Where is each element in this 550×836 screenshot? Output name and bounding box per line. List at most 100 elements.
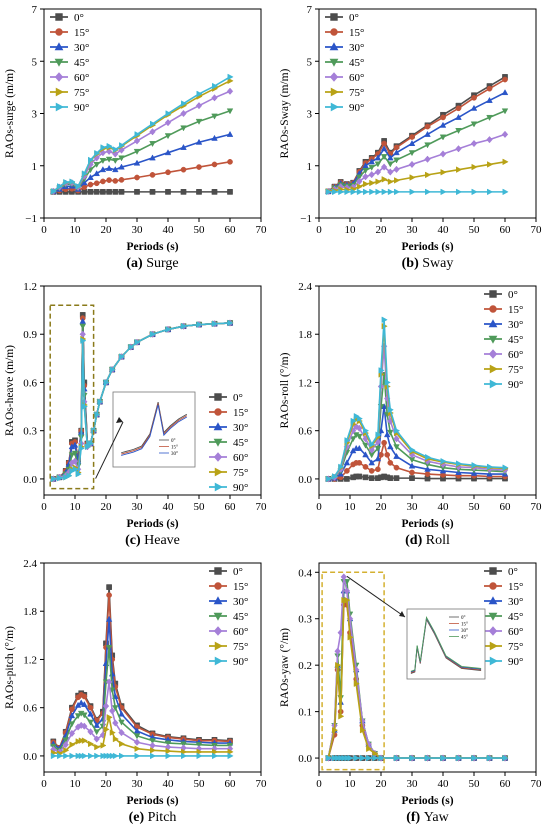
inset-frame (112, 391, 196, 468)
y-tick-label: −1 (300, 213, 312, 225)
x-tick-label: 50 (469, 224, 481, 236)
zoom-arrow-line (95, 421, 124, 479)
data-point (356, 433, 363, 440)
data-point (378, 367, 385, 374)
x-tick-label: 30 (132, 224, 144, 236)
data-point (486, 96, 493, 103)
data-point (212, 748, 219, 756)
data-point (227, 752, 234, 760)
legend-label: 60° (508, 626, 523, 638)
data-point (368, 468, 375, 474)
legend-label: 90° (233, 656, 248, 668)
inset-legend-label: 30° (461, 629, 468, 634)
data-point (425, 754, 432, 762)
x-tick-label: 0 (41, 224, 47, 236)
x-tick-label: 60 (225, 224, 237, 236)
data-point (133, 148, 141, 155)
data-point (195, 138, 203, 145)
data-point (332, 754, 339, 762)
data-point (211, 113, 218, 120)
data-point (502, 158, 509, 166)
data-point (77, 699, 85, 706)
data-point (353, 412, 360, 420)
y-tick-label: 0.6 (23, 703, 37, 715)
data-point (227, 73, 234, 81)
data-point (349, 436, 357, 443)
panel-caption: (c) Heave (125, 533, 180, 548)
data-point (79, 317, 87, 324)
x-tick-label: 50 (469, 501, 481, 513)
inset-legend-label: 15° (171, 446, 178, 451)
x-tick-label: 60 (500, 501, 512, 513)
legend-label: 60° (349, 72, 364, 84)
data-point (374, 154, 382, 161)
data-point (393, 444, 400, 451)
data-point (471, 461, 478, 469)
legend-marker (213, 452, 223, 462)
x-tick-label: 60 (500, 778, 512, 790)
data-point (88, 440, 95, 447)
data-point (150, 120, 157, 128)
panel-caption: (a) Surge (126, 256, 178, 271)
data-point (50, 188, 57, 195)
data-point (181, 752, 188, 760)
data-point (325, 475, 332, 483)
data-point (341, 596, 348, 604)
data-point (332, 726, 339, 734)
inset-legend-label: 45° (461, 636, 468, 641)
data-point (103, 726, 110, 733)
data-point (368, 459, 375, 466)
data-point (180, 166, 187, 173)
data-point (134, 189, 140, 195)
data-point (368, 158, 375, 165)
data-point (381, 176, 388, 183)
legend-marker (489, 656, 498, 666)
x-tick-label: 10 (70, 778, 82, 790)
data-point (68, 452, 76, 459)
legend-label: 0° (349, 12, 359, 24)
surge-chart: 0 10 20 30 40 50 60 70 −1 1 3 5 7 Periods (s) RAOs-sur… (4, 4, 267, 271)
data-point (119, 740, 126, 748)
inset-series-line (121, 402, 188, 454)
data-point (425, 171, 432, 179)
plot-frame (43, 562, 262, 773)
data-point (227, 159, 233, 165)
panel-caption: (d) Roll (405, 533, 450, 548)
legend-label: 0° (74, 12, 84, 24)
plot-frame (318, 562, 537, 773)
data-point (196, 164, 202, 170)
data-point (69, 178, 76, 185)
y-tick-label: 7 (32, 4, 38, 16)
series-line-3 (328, 374, 506, 480)
data-point (94, 411, 101, 418)
data-point (227, 319, 234, 327)
data-point (471, 188, 478, 196)
data-point (368, 171, 375, 179)
data-point (149, 172, 156, 178)
y-tick-label: 0.0 (298, 474, 312, 486)
data-point (93, 735, 100, 743)
data-point (409, 134, 415, 140)
data-point (105, 164, 113, 171)
data-point (118, 710, 125, 717)
data-point (149, 128, 156, 136)
data-point (393, 435, 400, 443)
data-point (81, 722, 88, 730)
data-point (356, 177, 363, 186)
data-point (118, 728, 125, 737)
series-line-3 (52, 110, 231, 193)
data-point (394, 754, 401, 762)
data-point (164, 133, 172, 140)
data-point (195, 118, 203, 125)
data-point (334, 647, 341, 655)
data-point (195, 742, 203, 749)
data-point (455, 128, 462, 134)
panel-title: Pitch (148, 810, 177, 825)
legend: 0° 15° 30° 45° 60° 75° 90° (205, 387, 259, 494)
data-point (350, 417, 357, 425)
data-point (118, 189, 125, 195)
y-tick-label: 1.8 (23, 606, 37, 618)
data-point (356, 188, 363, 196)
legend-marker (214, 641, 223, 651)
data-point (100, 178, 106, 185)
